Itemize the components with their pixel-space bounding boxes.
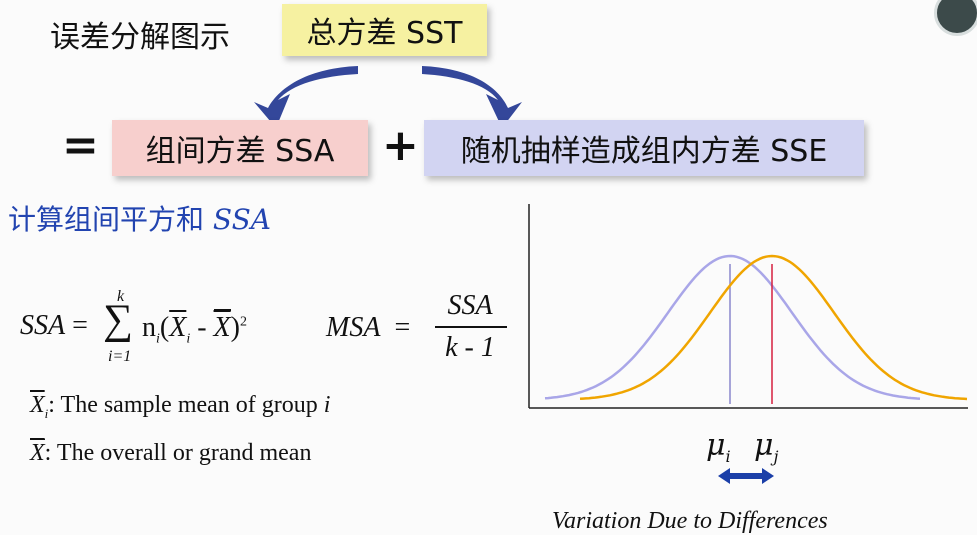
section-heading-text: 计算组间平方和 [8, 203, 205, 236]
section-heading-symbol: SSA [212, 203, 272, 236]
sse-label: 随机抽样造成组内方差 SSE [460, 134, 828, 169]
msa-label: MSA [326, 312, 381, 343]
term-n-sub: i [156, 331, 160, 347]
distribution-curve-2 [579, 254, 968, 401]
double-arrow-icon [718, 468, 774, 484]
corner-badge-icon[interactable] [934, 0, 977, 36]
mu-i-label: μi [706, 428, 731, 466]
ssa-label: 组间方差 SSA [145, 134, 335, 169]
msa-numerator: SSA [447, 290, 493, 321]
ssa-terms: ni(Xi - X)2 [142, 309, 247, 348]
ssa-lhs-text: SSA [20, 310, 66, 341]
chart-caption: Variation Due to Differences [552, 508, 828, 534]
right-arrow-icon [422, 66, 522, 128]
sst-label: 总方差 SST [306, 16, 463, 51]
msa-lhs: MSA = [326, 312, 411, 343]
mu-i-sub: i [725, 447, 731, 466]
note1-text: : The sample mean of group [48, 392, 324, 418]
note1-italic: i [323, 392, 331, 418]
split-arrows [254, 66, 522, 128]
sum-sigma: ∑ [103, 297, 133, 343]
sum-upper: k [117, 288, 125, 305]
note-grand-mean: X: The overall or grand mean [30, 439, 312, 466]
msa-denominator: k - 1 [445, 332, 495, 363]
term-x-sub: i [186, 331, 191, 347]
note-group-mean: Xi: The sample mean of group i [30, 392, 331, 421]
note1-sub: i [44, 405, 49, 421]
sum-lower: i=1 [108, 348, 132, 365]
slide-title: 误差分解图示 [50, 20, 230, 55]
ssa-box: 组间方差 SSA [112, 120, 368, 176]
section-heading: 计算组间平方和 SSA [8, 198, 271, 238]
distribution-curve-1 [544, 254, 921, 400]
mu-j-sub: j [773, 447, 779, 466]
mu-j-label: μj [754, 428, 779, 466]
note2-text: : The overall or grand mean [44, 440, 312, 466]
distribution-chart [528, 204, 968, 409]
ssa-lhs: SSA = [20, 310, 88, 341]
plus-sign: + [382, 120, 419, 171]
sst-box: 总方差 SST [282, 4, 487, 56]
fraction-bar [435, 326, 507, 328]
term-n: n [142, 312, 156, 343]
equals-sign: = [62, 120, 99, 171]
left-arrow-icon [254, 66, 358, 128]
term-power: 2 [239, 314, 247, 330]
sse-box: 随机抽样造成组内方差 SSE [424, 120, 864, 176]
